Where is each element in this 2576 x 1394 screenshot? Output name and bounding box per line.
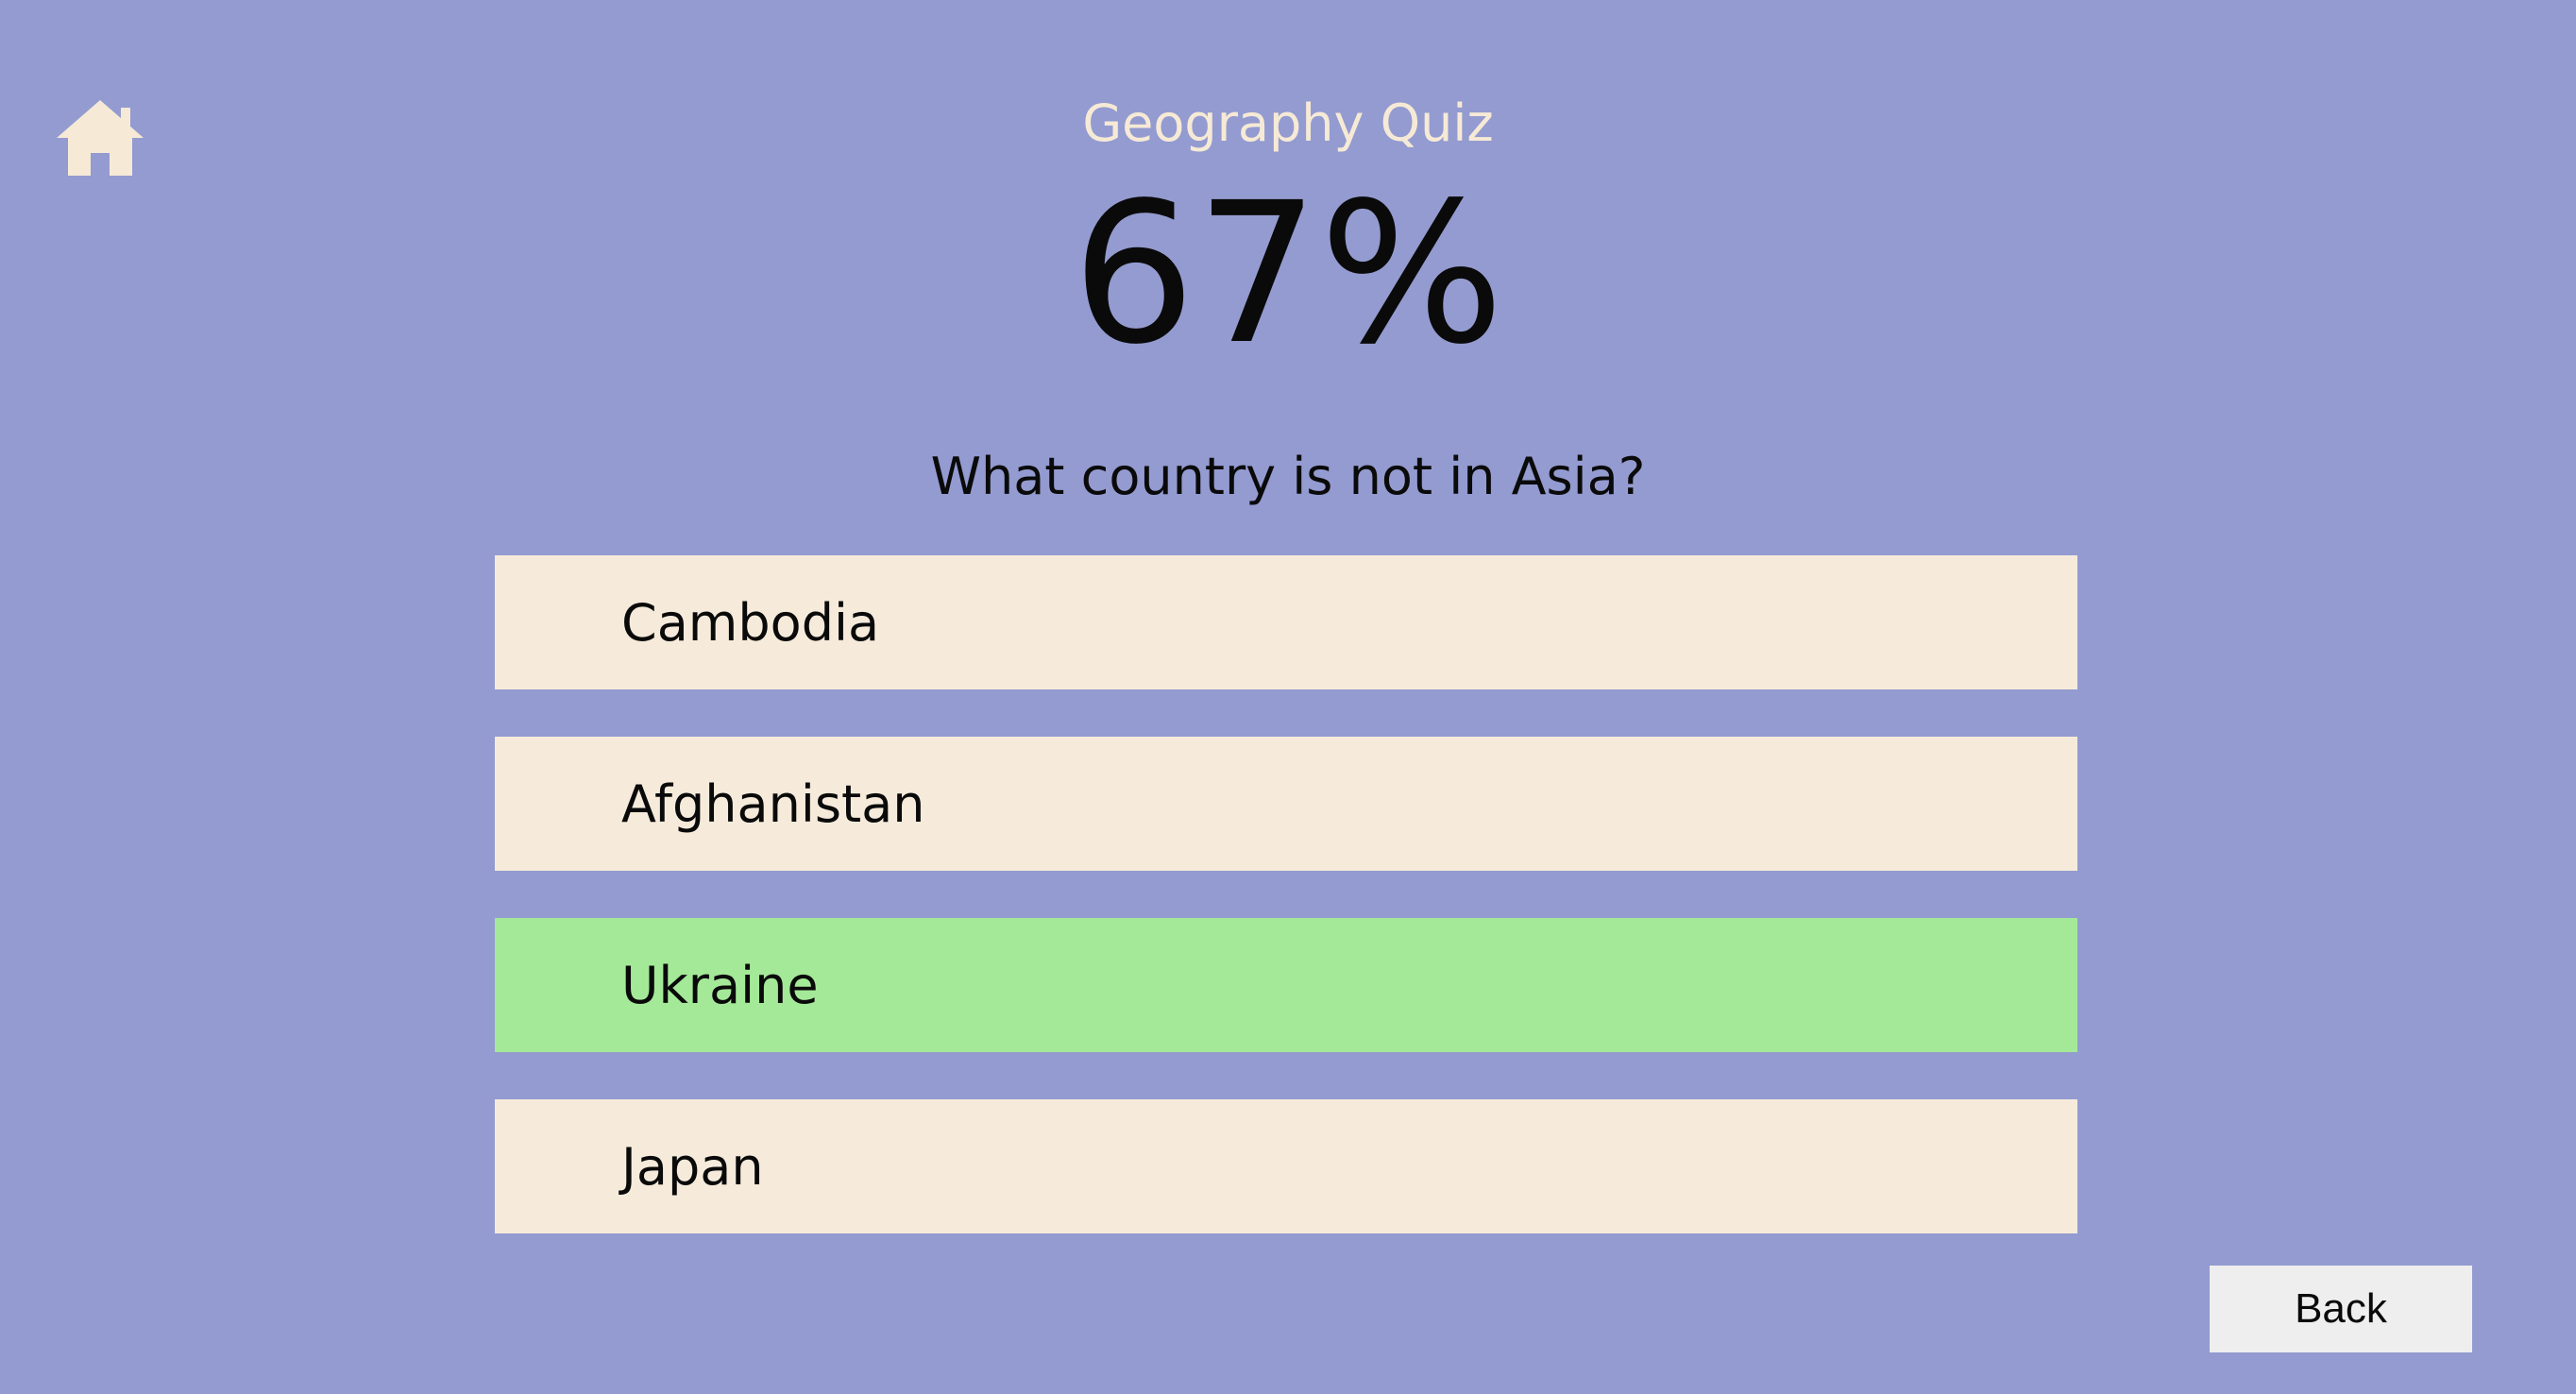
answer-option-correct[interactable]: Ukraine: [495, 918, 2077, 1052]
question-text: What country is not in Asia?: [930, 447, 1646, 506]
back-button[interactable]: Back: [2210, 1266, 2472, 1352]
home-icon: [57, 100, 144, 176]
score-percentage: 67%: [1072, 161, 1504, 387]
home-button[interactable]: [55, 98, 145, 178]
answer-option[interactable]: Japan: [495, 1099, 2077, 1233]
quiz-title: Geography Quiz: [1082, 94, 1494, 153]
answer-option[interactable]: Afghanistan: [495, 737, 2077, 871]
answer-list: Cambodia Afghanistan Ukraine Japan: [495, 555, 2077, 1281]
answer-option[interactable]: Cambodia: [495, 555, 2077, 689]
